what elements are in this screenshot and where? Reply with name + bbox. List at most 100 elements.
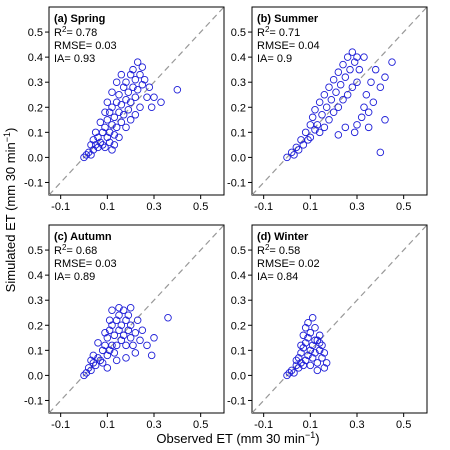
r2-stat: R2= 0.78: [54, 25, 97, 40]
data-point: [329, 108, 338, 117]
data-point: [122, 341, 130, 350]
data-point: [332, 88, 340, 96]
data-point: [126, 334, 135, 342]
points-group: [283, 48, 396, 162]
data-point: [126, 321, 135, 330]
data-point: [343, 90, 352, 99]
r2-stat: R2= 0.68: [54, 243, 97, 258]
y-axis-title: Simulated ET (mm 30 min−1): [2, 128, 18, 293]
data-point: [299, 141, 308, 149]
data-point: [336, 80, 345, 89]
data-point: [292, 143, 301, 152]
data-point: [105, 316, 114, 325]
data-point: [283, 153, 291, 162]
data-point: [138, 63, 147, 71]
y-tick-label: 0.1: [231, 127, 246, 139]
panel-2: -0.1 0.1 0.3 0.5 -0.1 0.0 0.1 0.2 0.3 0.4 0.5 (b) S…: [227, 6, 428, 213]
data-point: [381, 116, 389, 124]
data-point: [96, 118, 105, 127]
data-point: [117, 336, 126, 345]
data-point: [131, 349, 140, 357]
y-tick-label: 0.5: [231, 245, 246, 257]
data-point: [297, 341, 305, 350]
data-point: [329, 75, 338, 84]
data-point: [325, 116, 333, 124]
data-point: [301, 339, 310, 347]
y-axis-title-close: ): [3, 128, 18, 132]
r2-sup: 2: [62, 25, 67, 34]
y-tick-label: -0.1: [24, 395, 43, 407]
y-tick-label: 0.2: [28, 102, 43, 114]
data-point: [147, 103, 156, 112]
data-point: [311, 336, 319, 345]
data-point: [119, 331, 128, 340]
data-point: [311, 106, 319, 114]
points-group: [283, 313, 331, 380]
data-point: [110, 131, 119, 139]
data-point: [388, 58, 396, 66]
data-point: [348, 48, 357, 56]
data-point: [343, 53, 352, 61]
data-point: [173, 85, 182, 94]
data-point: [89, 359, 98, 367]
x-tick-label: 0.5: [396, 201, 411, 213]
y-tick-label: 0.0: [231, 370, 246, 382]
data-point: [308, 313, 317, 322]
data-point: [115, 90, 123, 99]
data-point: [304, 351, 312, 360]
r2-value: = 0.58: [269, 245, 300, 257]
data-point: [82, 151, 91, 159]
y-tick-label: 0.2: [28, 320, 43, 332]
data-point: [115, 311, 123, 319]
panel-title: (a) Spring: [54, 13, 105, 25]
data-point: [82, 369, 91, 377]
ia-stat: IA= 0.89: [54, 271, 95, 283]
data-point: [115, 108, 123, 117]
panel-frame: [251, 224, 428, 414]
data-point: [299, 331, 308, 340]
data-point: [110, 141, 119, 149]
data-point: [119, 83, 128, 91]
data-point: [353, 121, 361, 129]
data-point: [80, 153, 88, 162]
x-tick-label: 0.5: [193, 201, 208, 213]
data-point: [311, 324, 319, 332]
data-point: [108, 321, 116, 330]
data-point: [143, 341, 151, 350]
data-point: [308, 113, 317, 122]
data-point: [89, 136, 98, 144]
data-point: [301, 128, 310, 137]
y-tick-label: -0.1: [24, 177, 43, 189]
data-point: [98, 359, 107, 367]
data-point: [327, 95, 336, 104]
data-point: [133, 85, 142, 94]
data-point: [315, 331, 324, 340]
data-point: [126, 70, 135, 79]
x-tick-label: 0.3: [146, 201, 161, 213]
data-point: [84, 364, 93, 372]
data-point: [313, 366, 322, 375]
data-point: [124, 311, 133, 319]
data-point: [136, 336, 144, 345]
r2-sup: 2: [265, 25, 270, 34]
data-point: [87, 151, 95, 159]
data-point: [105, 346, 114, 355]
data-point: [367, 78, 375, 86]
data-point: [103, 351, 112, 360]
r2-label: R: [54, 27, 62, 39]
rmse-stat: RMSE= 0.02: [257, 258, 320, 270]
data-point: [339, 60, 347, 69]
x-tick-label: -0.1: [254, 201, 273, 213]
data-point: [143, 93, 151, 101]
data-point: [311, 349, 319, 357]
x-tick-label: 0.5: [193, 419, 208, 431]
data-point: [89, 146, 98, 154]
x-tick-label: 0.3: [349, 201, 364, 213]
data-point: [103, 334, 112, 342]
data-point: [348, 83, 357, 91]
y-tick-label: 0.0: [28, 152, 43, 164]
x-tick-label: 0.3: [349, 419, 364, 431]
r2-sup: 2: [62, 243, 67, 252]
data-point: [306, 133, 315, 142]
data-point: [290, 151, 298, 159]
